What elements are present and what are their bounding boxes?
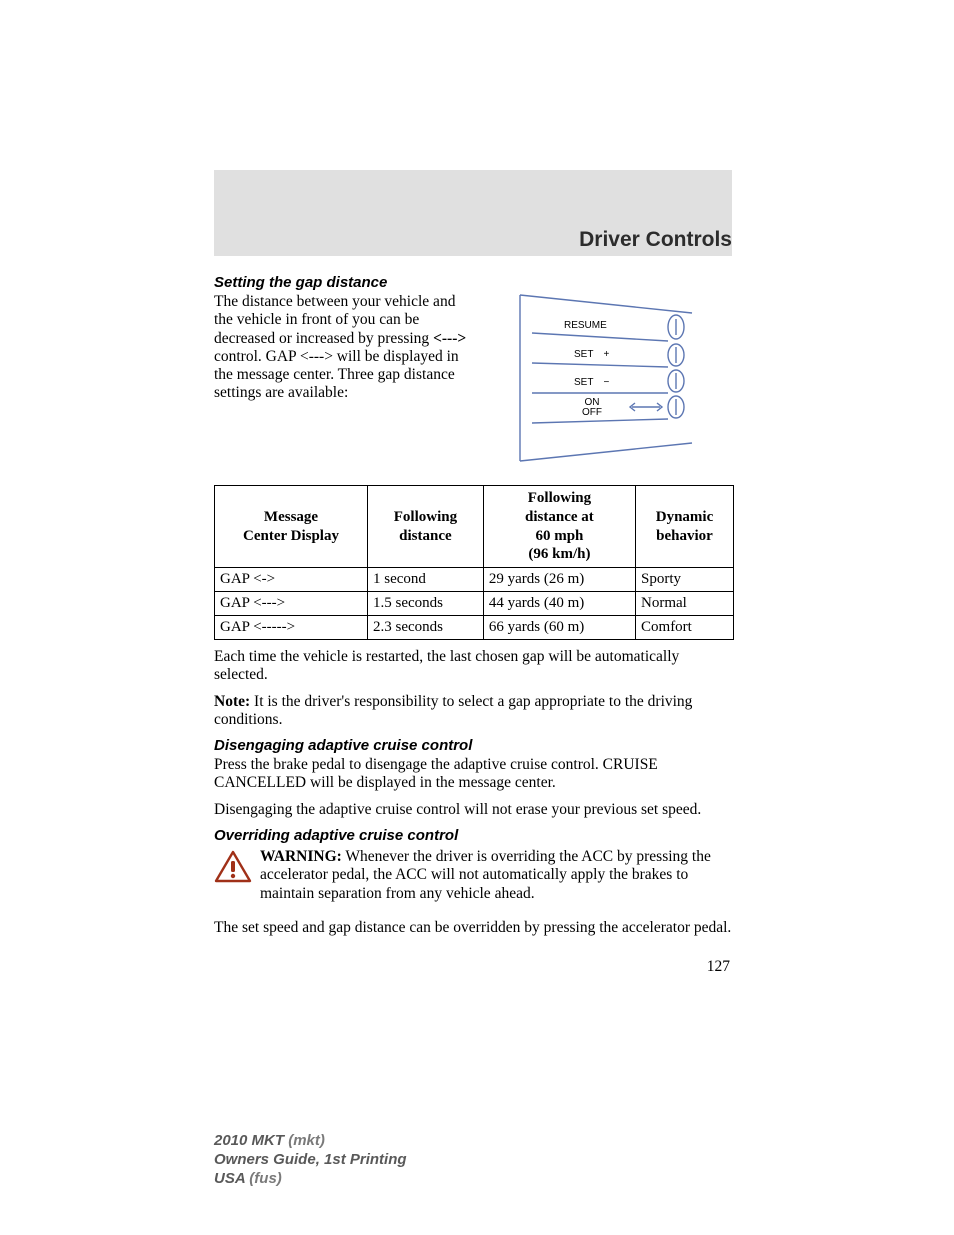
note-paragraph: Note: It is the driver's responsibility … — [214, 693, 734, 730]
th-following-distance: Followingdistance — [368, 486, 484, 568]
cell-60: 29 yards (26 m) — [483, 568, 635, 592]
diagram-label-resume: RESUME — [564, 320, 607, 331]
intro-block: The distance between your vehicle and th… — [214, 293, 734, 463]
warning-block: WARNING: Whenever the driver is overridi… — [214, 848, 734, 903]
th-dynamic: Dynamicbehavior — [636, 486, 734, 568]
cell-msg: GAP <-----> — [215, 616, 368, 640]
section-title: Driver Controls — [579, 228, 732, 252]
cell-msg: GAP <-> — [215, 568, 368, 592]
diagram-label-set-plus: SET — [574, 349, 593, 360]
cell-60: 44 yards (40 m) — [483, 592, 635, 616]
cell-dyn: Normal — [636, 592, 734, 616]
page: Driver Controls Setting the gap distance… — [0, 0, 954, 1235]
disengage-p1: Press the brake pedal to disengage the a… — [214, 756, 734, 793]
override-p1: The set speed and gap distance can be ov… — [214, 919, 734, 937]
intro-text: The distance between your vehicle and th… — [214, 293, 474, 411]
heading-override: Overriding adaptive cruise control — [214, 827, 734, 844]
footer-line3: USA (fus) — [214, 1170, 407, 1189]
page-number: 127 — [707, 958, 730, 976]
intro-p1a: The distance between your vehicle and th… — [214, 293, 455, 347]
heading-setting-gap: Setting the gap distance — [214, 274, 734, 291]
diagram-svg: RESUME SET+ SET− ON OFF — [492, 293, 722, 463]
intro-paragraph: The distance between your vehicle and th… — [214, 293, 474, 403]
table-header-row: MessageCenter Display Followingdistance … — [215, 486, 734, 568]
diagram-label-set-minus: SET — [574, 377, 593, 388]
cell-msg: GAP <---> — [215, 592, 368, 616]
footer-line1: 2010 MKT (mkt) — [214, 1132, 407, 1151]
cell-dist: 1 second — [368, 568, 484, 592]
svg-text:SET+: SET+ — [574, 349, 609, 360]
table-row: GAP <-> 1 second 29 yards (26 m) Sporty — [215, 568, 734, 592]
svg-text:SET−: SET− — [574, 377, 609, 388]
disengage-p2: Disengaging the adaptive cruise control … — [214, 801, 734, 819]
intro-p1b: <---> — [433, 330, 466, 347]
cell-60: 66 yards (60 m) — [483, 616, 635, 640]
warning-icon — [214, 850, 252, 889]
table-row: GAP <---> 1.5 seconds 44 yards (40 m) No… — [215, 592, 734, 616]
heading-disengage: Disengaging adaptive cruise control — [214, 737, 734, 754]
table-row: GAP <-----> 2.3 seconds 66 yards (60 m) … — [215, 616, 734, 640]
cell-dist: 2.3 seconds — [368, 616, 484, 640]
control-diagram: RESUME SET+ SET− ON OFF — [492, 293, 722, 463]
cell-dyn: Comfort — [636, 616, 734, 640]
diagram-label-off: OFF — [582, 407, 602, 418]
footer: 2010 MKT (mkt) Owners Guide, 1st Printin… — [214, 1132, 407, 1188]
th-following-60: Followingdistance at60 mph(96 km/h) — [483, 486, 635, 568]
cell-dyn: Sporty — [636, 568, 734, 592]
note-text: It is the driver's responsibility to sel… — [214, 693, 692, 728]
intro-p1c: control. GAP <---> will be displayed in … — [214, 348, 459, 402]
cell-dist: 1.5 seconds — [368, 592, 484, 616]
th-message: MessageCenter Display — [215, 486, 368, 568]
content-area: Setting the gap distance The distance be… — [214, 270, 734, 945]
gap-table: MessageCenter Display Followingdistance … — [214, 485, 734, 640]
warning-label: WARNING: — [260, 848, 342, 865]
note-label: Note: — [214, 693, 250, 710]
after-table-p1: Each time the vehicle is restarted, the … — [214, 648, 734, 685]
footer-line2: Owners Guide, 1st Printing — [214, 1151, 407, 1170]
